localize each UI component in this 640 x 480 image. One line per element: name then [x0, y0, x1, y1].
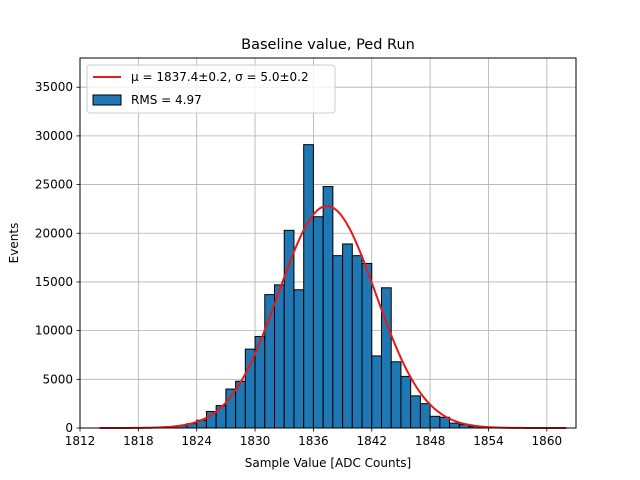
y-tick-label: 35000	[35, 80, 73, 94]
x-tick-label: 1842	[356, 434, 387, 448]
histogram-bar	[244, 348, 256, 429]
y-tick-label: 15000	[35, 275, 73, 289]
y-tick-label: 0	[65, 421, 73, 435]
legend-box	[86, 64, 336, 114]
histogram-bar	[215, 405, 227, 429]
histogram-bar	[225, 388, 237, 429]
legend-fit-mu: μ = 1837.4±0.2,	[131, 70, 235, 84]
x-tick-label: 1854	[473, 434, 504, 448]
histogram-bar	[419, 403, 431, 429]
x-tick-label: 1848	[415, 434, 446, 448]
histogram-bars	[167, 144, 489, 429]
x-tick-label: 1836	[298, 434, 329, 448]
x-axis-ticks: 1812 1818 1824 1830 1836 1842 1848 1854 1860	[65, 428, 562, 448]
histogram-bar	[400, 375, 412, 429]
x-tick-label: 1830	[240, 434, 271, 448]
y-axis-label: Events	[7, 223, 21, 264]
x-axis-label: Sample Value [ADC Counts]	[245, 456, 411, 470]
y-tick-label: 5000	[42, 372, 73, 386]
histogram-bar	[380, 287, 392, 429]
histogram-bar	[293, 289, 305, 429]
histogram-bar	[410, 395, 421, 429]
legend-histogram-swatch	[92, 94, 122, 106]
histogram-bar	[390, 361, 402, 429]
gaussian-fit-curve	[99, 205, 567, 429]
legend-fit-sigma: σ = 5.0±0.2	[235, 70, 309, 84]
chart-title: Baseline value, Ped Run	[241, 37, 415, 53]
histogram-bar	[322, 186, 334, 429]
histogram-bar	[449, 422, 460, 429]
legend-fit-label: μ = 1837.4±0.2, σ = 5.0±0.2	[131, 70, 309, 84]
legend-histogram-label: RMS = 4.97	[131, 93, 202, 107]
plot-frame	[79, 57, 577, 429]
legend: μ = 1837.4±0.2, σ = 5.0±0.2 RMS = 4.97	[86, 64, 336, 114]
x-tick-label: 1818	[123, 434, 154, 448]
histogram-bar	[303, 144, 314, 429]
y-tick-label: 30000	[35, 129, 73, 143]
histogram-bar	[312, 216, 324, 429]
histogram-bar	[342, 243, 353, 429]
y-axis-ticks: 0 5000 10000 15000 20000 25000 30000 35000	[35, 80, 80, 435]
y-tick-label: 25000	[35, 178, 73, 192]
histogram-bar	[283, 229, 295, 429]
histogram-bar	[361, 262, 373, 429]
histogram-bar	[351, 255, 363, 429]
histogram-bar	[429, 415, 441, 429]
y-tick-label: 20000	[35, 226, 73, 240]
y-tick-label: 10000	[35, 324, 73, 338]
x-tick-label: 1824	[181, 434, 212, 448]
x-tick-label: 1860	[532, 434, 563, 448]
x-tick-label: 1812	[65, 434, 96, 448]
histogram-bar	[371, 355, 382, 429]
histogram-bar	[274, 284, 285, 429]
histogram-bar	[332, 255, 344, 429]
